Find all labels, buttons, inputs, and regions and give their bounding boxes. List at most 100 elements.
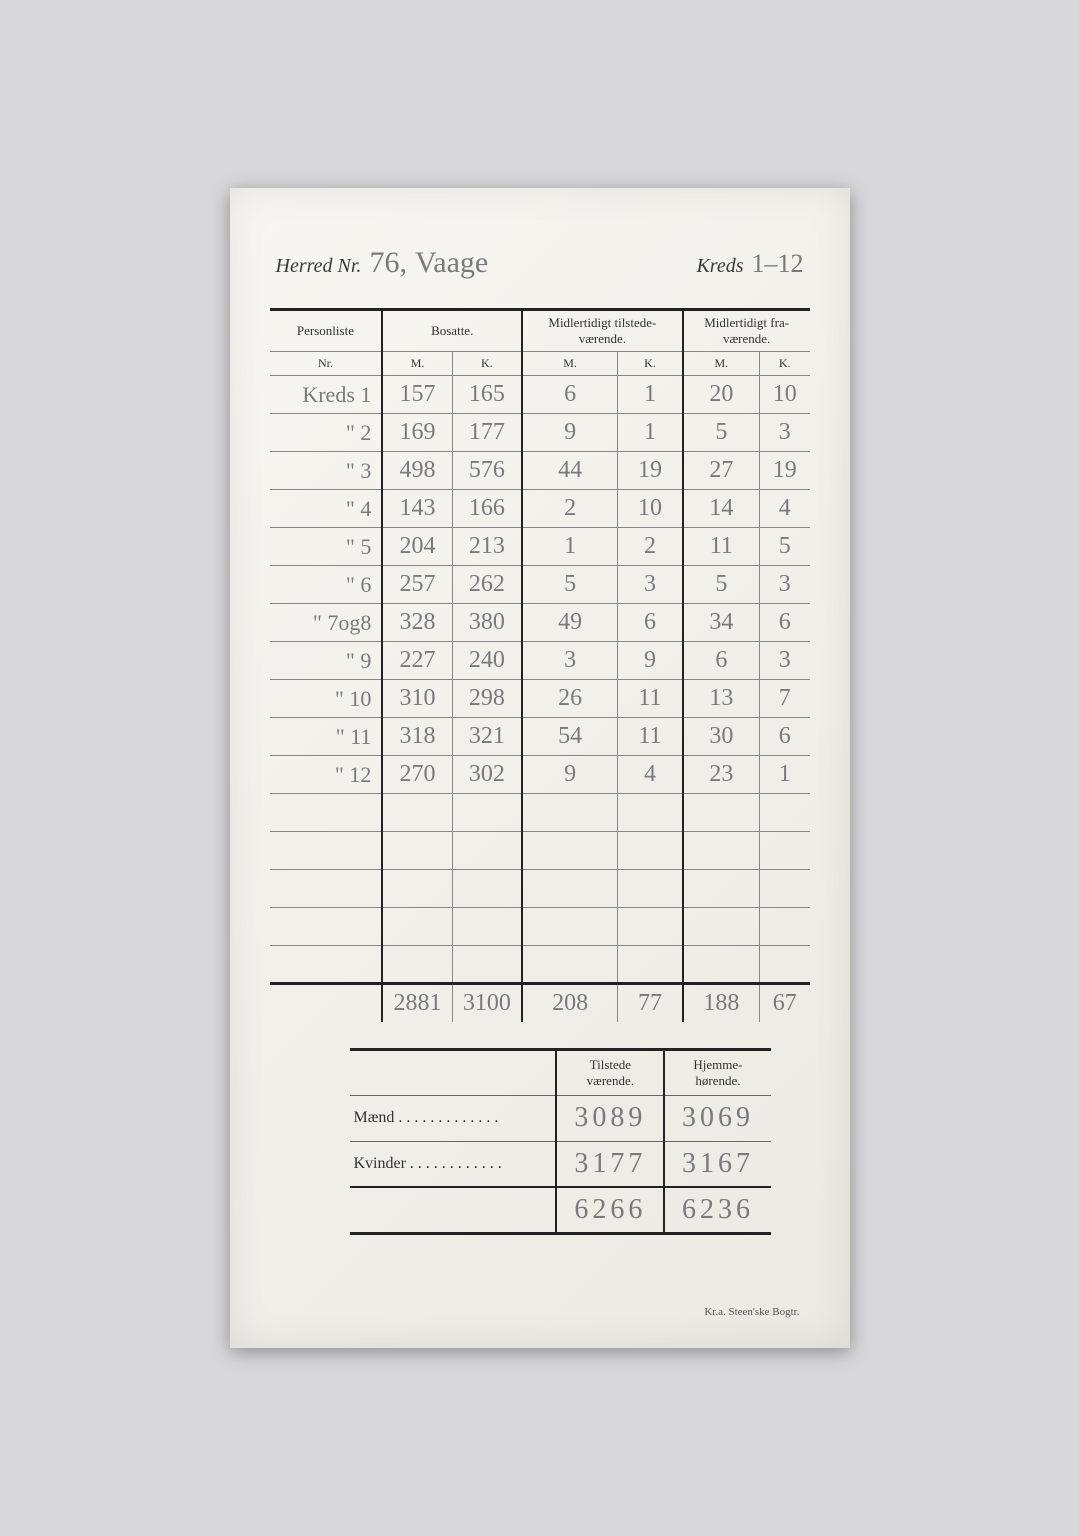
kreds-label: Kreds (696, 255, 743, 278)
cell-fk: 4 (759, 490, 809, 528)
row-label: " 2 (270, 414, 383, 452)
table-row-empty (270, 870, 810, 908)
row-label: " 4 (270, 490, 383, 528)
kvinder-label: Kvinder . . . . . . . . . . . . (350, 1141, 557, 1187)
cell-bk: 240 (452, 642, 522, 680)
table-row-empty (270, 908, 810, 946)
cell-bk: 321 (452, 718, 522, 756)
cell-tk: 10 (618, 490, 683, 528)
cell-tm: 26 (522, 680, 618, 718)
table-row-empty (270, 946, 810, 984)
cell-bm: 157 (382, 376, 452, 414)
cell-tm: 6 (522, 376, 618, 414)
row-label: " 10 (270, 680, 383, 718)
maend-label: Mænd . . . . . . . . . . . . . (350, 1095, 557, 1141)
cell-tm: 3 (522, 642, 618, 680)
cell-tk: 1 (618, 376, 683, 414)
total-bk: 3100 (452, 984, 522, 1022)
totals-row: 2881 3100 208 77 188 67 (270, 984, 810, 1022)
cell-bk: 576 (452, 452, 522, 490)
col-tk: K. (618, 352, 683, 376)
cell-fm: 5 (683, 566, 760, 604)
col-midl-fra: Midlertidigt fra- værende. (683, 310, 810, 352)
table-row: " 7og8328380496346 (270, 604, 810, 642)
total-fk: 67 (759, 984, 809, 1022)
cell-bk: 165 (452, 376, 522, 414)
col-nr: Nr. (270, 352, 383, 376)
table-row: " 520421312115 (270, 528, 810, 566)
main-table: Personliste Bosatte. Midlertidigt tilste… (270, 308, 810, 1022)
cell-tm: 5 (522, 566, 618, 604)
cell-fm: 6 (683, 642, 760, 680)
cell-fm: 11 (683, 528, 760, 566)
cell-fk: 1 (759, 756, 809, 794)
cell-fk: 6 (759, 604, 809, 642)
cell-tm: 2 (522, 490, 618, 528)
cell-bm: 204 (382, 528, 452, 566)
cell-tk: 9 (618, 642, 683, 680)
cell-bm: 328 (382, 604, 452, 642)
cell-fk: 19 (759, 452, 809, 490)
table-row: " 4143166210144 (270, 490, 810, 528)
cell-bm: 257 (382, 566, 452, 604)
row-label: " 6 (270, 566, 383, 604)
cell-fk: 6 (759, 718, 809, 756)
col-midl-tilstede: Midlertidigt tilstede- værende. (522, 310, 683, 352)
form-header: Herred Nr. 76, Vaage Kreds 1–12 (270, 248, 810, 278)
herred-label: Herred Nr. (276, 255, 362, 278)
cell-bk: 262 (452, 566, 522, 604)
cell-tk: 11 (618, 680, 683, 718)
cell-fm: 5 (683, 414, 760, 452)
cell-tk: 2 (618, 528, 683, 566)
cell-tk: 11 (618, 718, 683, 756)
table-row: Kreds 1157165612010 (270, 376, 810, 414)
cell-fk: 5 (759, 528, 809, 566)
table-row: " 21691779153 (270, 414, 810, 452)
cell-bm: 498 (382, 452, 452, 490)
col-tm: M. (522, 352, 618, 376)
cell-tm: 44 (522, 452, 618, 490)
cell-fk: 7 (759, 680, 809, 718)
row-label: " 9 (270, 642, 383, 680)
cell-fk: 10 (759, 376, 809, 414)
col-personliste: Personliste (270, 310, 383, 352)
cell-bk: 213 (452, 528, 522, 566)
table-row: " 349857644192719 (270, 452, 810, 490)
maend-tilstede: 3089 (556, 1095, 664, 1141)
row-label: " 12 (270, 756, 383, 794)
table-row: " 62572625353 (270, 566, 810, 604)
kvinder-hjemme: 3167 (664, 1141, 770, 1187)
cell-bm: 143 (382, 490, 452, 528)
grand-tilstede: 6266 (556, 1187, 664, 1234)
cell-fm: 14 (683, 490, 760, 528)
cell-bm: 318 (382, 718, 452, 756)
cell-bm: 227 (382, 642, 452, 680)
row-label: Kreds 1 (270, 376, 383, 414)
table-row: " 113183215411306 (270, 718, 810, 756)
cell-bk: 298 (452, 680, 522, 718)
herred-number: 76, (369, 248, 407, 278)
printer-credit: Kr.a. Steen'ske Bogtr. (704, 1306, 799, 1318)
kreds-range: 1–12 (752, 251, 804, 277)
cell-tm: 9 (522, 756, 618, 794)
cell-tk: 3 (618, 566, 683, 604)
cell-tk: 19 (618, 452, 683, 490)
table-row-empty (270, 794, 810, 832)
cell-fm: 34 (683, 604, 760, 642)
cell-bm: 169 (382, 414, 452, 452)
cell-fm: 13 (683, 680, 760, 718)
col-bk: K. (452, 352, 522, 376)
total-tm: 208 (522, 984, 618, 1022)
total-bm: 2881 (382, 984, 452, 1022)
table-row: " 1227030294231 (270, 756, 810, 794)
total-fm: 188 (683, 984, 760, 1022)
cell-bk: 380 (452, 604, 522, 642)
summary-table: Tilstede værende. Hjemme- hørende. Mænd … (350, 1048, 771, 1236)
cell-fk: 3 (759, 414, 809, 452)
table-row-empty (270, 832, 810, 870)
col-fk: K. (759, 352, 809, 376)
cell-fk: 3 (759, 642, 809, 680)
cell-tk: 4 (618, 756, 683, 794)
row-label: " 5 (270, 528, 383, 566)
cell-bk: 166 (452, 490, 522, 528)
